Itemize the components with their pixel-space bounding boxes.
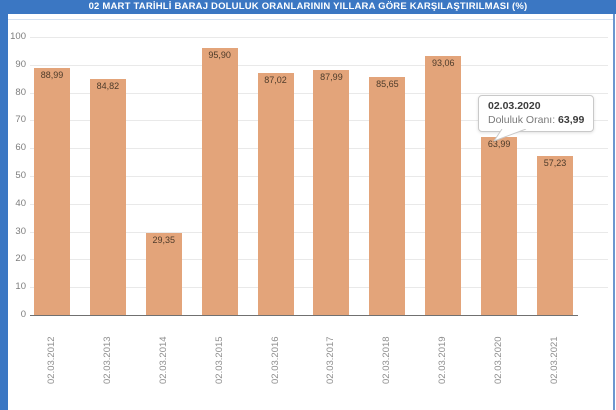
bar-value-label: 84,82 (96, 81, 120, 92)
bar-2016[interactable]: 87,02 (257, 73, 294, 315)
y-axis-tick-label: 20 (15, 253, 26, 265)
tooltip-value: 63,99 (558, 114, 585, 126)
y-axis-tick-label: 70 (15, 114, 26, 126)
bar-2019[interactable]: 93,06 (425, 56, 462, 315)
y-axis-tick-label: 60 (15, 142, 26, 154)
y-axis-tick-label: 100 (10, 31, 26, 42)
bar-value-label: 85,65 (376, 78, 399, 89)
x-axis-line (30, 315, 578, 316)
bar-value-label: 87,99 (320, 72, 343, 83)
bar-2014[interactable]: 29,35 (145, 233, 182, 315)
right-border-line (613, 14, 615, 410)
gridline (30, 64, 608, 66)
bar-value-label: 57,23 (543, 157, 567, 168)
bar-2021[interactable]: 57,23 (537, 155, 573, 315)
tooltip-pointer (493, 129, 527, 142)
x-axis-label: 02.03.2015 (213, 336, 225, 384)
bar-2015[interactable]: 95,90 (201, 48, 238, 315)
x-axis-label: 02.03.2013 (101, 336, 113, 384)
y-axis-tick-label: 40 (15, 197, 26, 209)
y-axis-tick-label: 90 (15, 58, 26, 70)
y-axis-tick-label: 30 (15, 225, 26, 237)
panel-top-border (8, 19, 614, 20)
tooltip: 02.03.2020 Doluluk Oranı: 63,99 (478, 95, 595, 142)
x-axis-label: 02.03.2021 (549, 336, 560, 384)
bar-2017[interactable]: 87,99 (313, 70, 350, 315)
x-axis-label: 02.03.2012 (46, 336, 57, 384)
bar-2012[interactable]: 88,99 (34, 67, 70, 315)
bar-value-label: 93,06 (431, 58, 455, 69)
chart-title: 02 MART TARİHLİ BARAJ DOLULUK ORANLARINI… (88, 1, 528, 12)
x-axis-label: 02.03.2017 (325, 336, 337, 384)
gridline (30, 37, 608, 38)
left-accent-bar (0, 14, 8, 410)
x-axis-label: 02.03.2016 (269, 336, 281, 384)
tooltip-label: Doluluk Oranı: (488, 114, 556, 126)
chart-title-bar: 02 MART TARİHLİ BARAJ DOLULUK ORANLARINI… (0, 0, 616, 14)
tooltip-date: 02.03.2020 (488, 100, 541, 112)
bar-value-label: 88,99 (40, 69, 64, 80)
bar-value-label: 87,02 (264, 75, 287, 86)
y-axis-tick-label: 0 (20, 309, 26, 320)
tooltip-body: Doluluk Oranı: 63,99 (488, 113, 584, 127)
bar-2013[interactable]: 84,82 (89, 79, 126, 315)
x-axis-label: 02.03.2019 (437, 336, 449, 384)
bar-value-label: 95,90 (208, 50, 231, 61)
y-axis-tick-label: 50 (15, 170, 26, 181)
y-axis-tick-label: 80 (15, 86, 26, 98)
x-axis-label: 02.03.2020 (493, 336, 505, 384)
y-axis-tick-label: 10 (15, 281, 26, 293)
bar-value-label: 63,99 (487, 139, 511, 150)
bar-2020[interactable]: 63,99 (481, 137, 518, 315)
x-axis-label: 02.03.2018 (381, 336, 393, 384)
bar-2018[interactable]: 85,65 (369, 76, 406, 315)
bar-value-label: 29,35 (152, 235, 176, 246)
x-axis-label: 02.03.2014 (157, 336, 169, 384)
